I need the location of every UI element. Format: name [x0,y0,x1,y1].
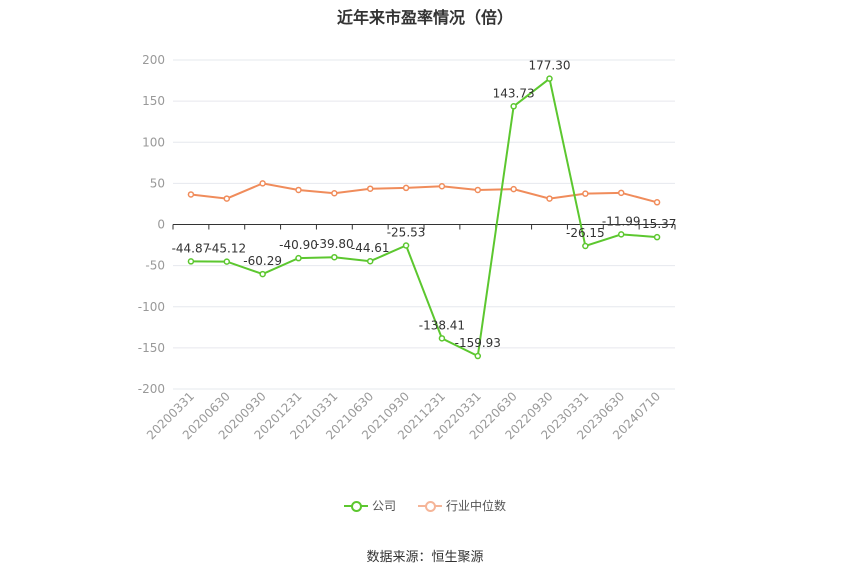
y-tick-label: -50 [145,259,165,273]
data-point-industry [438,183,446,190]
y-tick-label: 0 [157,218,165,232]
data-point-company [295,254,302,262]
data-point-industry [295,186,302,194]
series-line-industry [190,182,658,204]
data-label-company: -60.29 [243,254,282,268]
data-label-company: 177.30 [529,59,571,73]
legend-swatch-industry [418,499,442,513]
data-point-industry [582,190,589,197]
data-label-company: -159.93 [455,336,501,350]
data-point-company [474,352,482,360]
data-point-industry [187,191,195,198]
data-label-company: -45.12 [207,242,246,256]
data-label-company: 143.73 [493,86,535,100]
data-point-industry [223,195,231,202]
y-tick-label: 200 [142,53,165,67]
data-point-industry [510,185,517,193]
data-point-company [259,270,266,278]
data-label-company: -15.37 [638,217,677,231]
data-label-company: -25.53 [387,225,426,239]
series-line-company [190,76,658,358]
data-point-company [546,75,553,82]
data-point-company [223,258,231,265]
data-point-company [617,231,625,238]
y-tick-label: 50 [150,176,165,190]
y-tick-label: 100 [142,135,165,149]
data-point-company [582,242,589,250]
data-point-company [438,335,446,342]
data-point-industry [366,185,374,192]
legend-swatch-company [343,499,368,513]
legend-label-company: 公司 [371,499,396,513]
data-label-company: -39.80 [315,237,354,251]
data-point-industry [259,180,266,187]
y-tick-label: -100 [138,300,165,314]
data-point-industry [617,189,625,197]
data-label-company: -44.61 [351,241,390,255]
data-point-industry [546,195,553,202]
data-point-company [653,233,661,241]
data-label-company: -44.87 [172,241,211,255]
legend-item-industry[interactable]: 行业中位数 [418,497,506,514]
legend-item-company[interactable]: 公司 [343,497,396,514]
y-tick-label: -150 [138,341,165,355]
legend-label-industry: 行业中位数 [446,499,507,513]
data-label-company: -11.99 [602,214,641,228]
data-point-industry [402,184,410,192]
data-point-company [187,258,195,265]
data-point-industry [653,199,661,206]
y-tick-label: -200 [138,382,165,396]
data-point-company [510,103,517,110]
y-tick-label: 150 [142,94,165,108]
data-label-company: -138.41 [419,318,465,332]
data-label-company: -40.90 [279,238,318,252]
data-point-industry [474,186,482,194]
data-point-company [366,257,374,265]
data-point-company [402,242,410,249]
data-point-industry [331,189,338,197]
chart-title: 近年来市盈率情况（倍） [336,8,513,27]
data-source: 数据来源：恒生聚源 [366,550,484,565]
data-label-company: -26.15 [566,226,605,240]
data-point-company [331,253,338,261]
legend: 公司 行业中位数 [0,497,850,514]
